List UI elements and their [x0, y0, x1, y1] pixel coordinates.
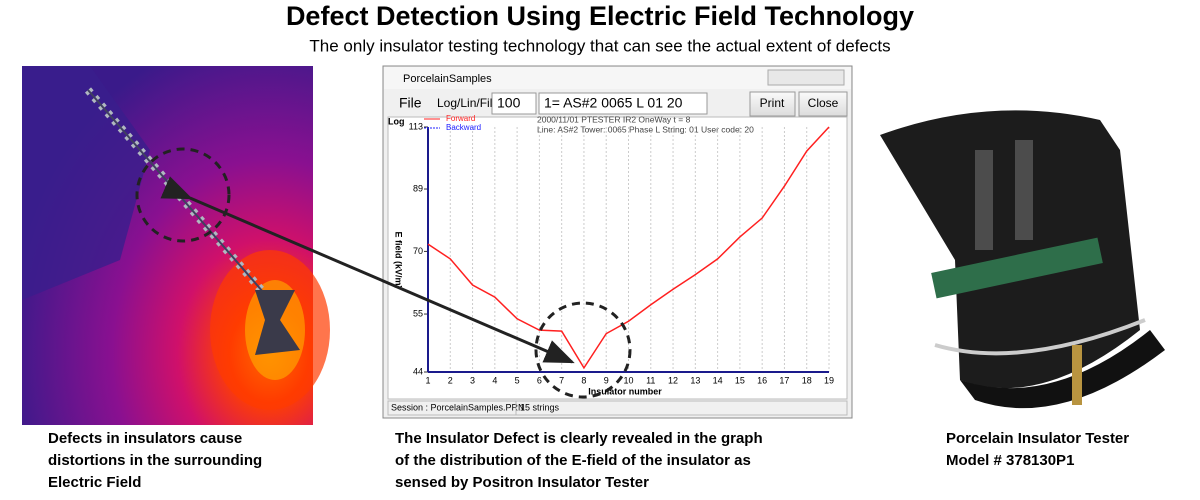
print-button[interactable]	[749, 91, 796, 117]
tester-photo	[880, 110, 1165, 409]
selection-value: 1= AS#2 0065 L 01 20	[544, 95, 683, 111]
y-tick-label: 70	[413, 246, 423, 256]
y-tick-label: 44	[413, 366, 423, 376]
title: Defect Detection Using Electric Field Te…	[286, 1, 914, 31]
x-tick-label: 4	[492, 375, 497, 385]
y-tick-label: 89	[413, 183, 423, 193]
menu-file[interactable]: File	[399, 95, 422, 111]
status-session: Session : PorcelainSamples.PRN	[391, 402, 525, 412]
x-tick-label: 18	[802, 375, 812, 385]
count-input[interactable]	[491, 92, 537, 115]
y-axis-label: E field (kV/m)	[394, 231, 404, 288]
caption: Defects in insulators cause	[48, 430, 242, 447]
caption: distortions in the surrounding	[48, 452, 262, 469]
legend-label: Forward	[446, 114, 475, 123]
print-label: Print	[760, 96, 785, 110]
x-tick-label: 6	[537, 375, 542, 385]
x-tick-label: 14	[713, 375, 723, 385]
x-tick-label: 5	[515, 375, 520, 385]
caption: Porcelain Insulator Tester	[946, 430, 1129, 447]
x-tick-label: 16	[757, 375, 767, 385]
x-tick-label: 13	[690, 375, 700, 385]
count-value: 100	[497, 95, 521, 111]
caption: Electric Field	[48, 474, 141, 491]
plot: 1 2 3 4 5 6 7 8 9 10 11 12 13 14 15 16 17 18 1944557089113…	[409, 114, 834, 385]
info-line: Line: AS#2 Tower: 0065 Phase L String: 0…	[537, 124, 754, 134]
thermal-image	[22, 66, 330, 425]
x-tick-label: 2	[448, 375, 453, 385]
info-line: 2000/11/01 PTESTER IR2 OneWay t = 8	[537, 114, 691, 124]
x-tick-label: 11	[646, 375, 655, 385]
scale-label: Log	[388, 116, 405, 126]
x-tick-label: 19	[824, 375, 834, 385]
x-tick-label: 15	[735, 375, 745, 385]
x-tick-label: 7	[559, 375, 564, 385]
window-title: PorcelainSamples	[403, 73, 492, 85]
captions: Defects in insulators cause distortions …	[48, 430, 1129, 491]
y-tick-label: 113	[409, 121, 423, 131]
caption: of the distribution of the E-field of th…	[395, 452, 751, 469]
x-axis-label: Insulator number	[588, 386, 662, 396]
caption: sensed by Positron Insulator Tester	[395, 474, 649, 491]
mode-label: Log/Lin/Fil	[437, 96, 492, 110]
close-button[interactable]	[798, 91, 848, 117]
x-tick-label: 12	[668, 375, 678, 385]
caption: Model # 378130P1	[946, 452, 1074, 469]
caption: The Insulator Defect is clearly revealed…	[395, 430, 763, 447]
x-tick-label: 8	[581, 375, 586, 385]
selection-dropdown[interactable]	[538, 92, 708, 115]
x-tick-label: 9	[604, 375, 609, 385]
x-tick-label: 10	[623, 375, 633, 385]
close-label: Close	[808, 96, 839, 110]
connector-arrow	[160, 176, 575, 364]
x-tick-label: 3	[470, 375, 475, 385]
legend-label: Backward	[446, 123, 481, 132]
x-tick-label: 1	[425, 375, 430, 385]
status-strings: 15 strings	[520, 402, 560, 412]
window-controls[interactable]	[767, 69, 845, 86]
subtitle: The only insulator testing technology th…	[309, 36, 890, 55]
x-tick-label: 17	[779, 375, 789, 385]
y-tick-label: 55	[413, 308, 423, 318]
